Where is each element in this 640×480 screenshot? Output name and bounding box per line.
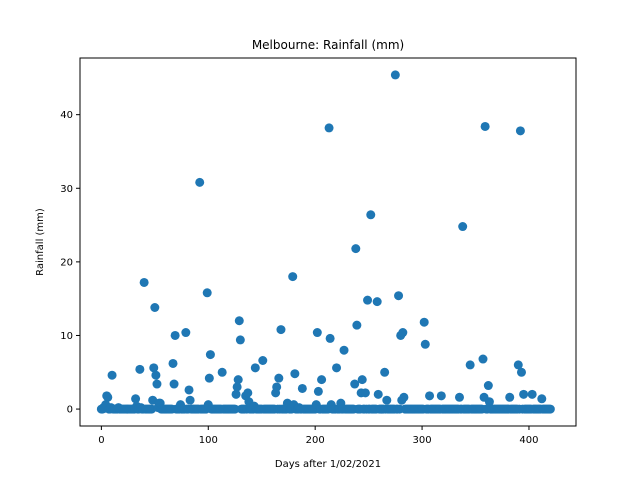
data-point (149, 363, 159, 373)
data-point (272, 382, 282, 392)
chart-title: Melbourne: Rainfall (mm) (252, 38, 404, 52)
data-point (360, 388, 370, 398)
data-point (317, 375, 327, 385)
y-tick-label: 40 (60, 110, 73, 121)
data-point (231, 389, 241, 399)
data-point (103, 392, 113, 402)
data-point (480, 121, 490, 131)
data-point (351, 244, 361, 254)
data-point (527, 389, 537, 399)
x-axis-ticks: 0 100 200 300 400 (98, 426, 539, 446)
data-point (465, 360, 475, 370)
data-point (515, 126, 525, 136)
data-point (150, 303, 160, 312)
y-tick-label: 20 (60, 257, 73, 268)
data-point (185, 395, 195, 405)
data-point (478, 354, 488, 364)
data-point (357, 375, 367, 385)
data-point (399, 392, 409, 402)
data-point (519, 389, 529, 399)
data-point (516, 367, 526, 377)
data-point (232, 382, 242, 392)
data-point (545, 404, 555, 414)
data-point (235, 335, 245, 345)
data-point (363, 295, 373, 305)
data-point (436, 391, 446, 401)
data-point (297, 383, 307, 393)
data-point (366, 210, 376, 220)
x-tick-label: 400 (519, 435, 538, 446)
plot-frame (79, 57, 577, 427)
data-point (380, 367, 390, 377)
data-point (398, 328, 408, 338)
data-point (390, 70, 400, 80)
data-point (420, 339, 430, 349)
data-point (324, 123, 334, 133)
data-point (151, 370, 161, 380)
data-point (152, 379, 162, 389)
data-point (202, 288, 212, 298)
data-point (230, 404, 240, 414)
data-point (234, 316, 244, 326)
data-point (170, 330, 180, 340)
data-points (96, 70, 555, 414)
data-point (274, 373, 284, 383)
data-point (454, 392, 464, 402)
data-point (382, 395, 392, 405)
data-point (258, 356, 268, 365)
data-point (204, 373, 214, 383)
x-tick-label: 0 (98, 435, 104, 446)
data-point (483, 381, 493, 391)
x-tick-label: 200 (306, 435, 325, 446)
data-point (139, 277, 149, 287)
data-point (339, 345, 349, 355)
data-point (312, 328, 322, 338)
data-point (332, 363, 342, 373)
data-point (131, 394, 141, 404)
y-tick-label: 0 (67, 405, 73, 416)
x-tick-label: 300 (413, 435, 432, 446)
data-point (484, 397, 494, 407)
x-tick-label: 100 (199, 435, 218, 446)
data-point (513, 360, 523, 370)
data-point (419, 317, 429, 327)
y-tick-label: 10 (60, 331, 73, 342)
data-point (217, 367, 227, 377)
data-point (325, 333, 335, 343)
data-point (243, 388, 253, 398)
y-tick-label: 30 (60, 184, 73, 195)
data-point (372, 297, 382, 307)
data-point (313, 386, 323, 396)
data-point (250, 363, 260, 373)
data-point (373, 389, 383, 399)
data-point (290, 369, 300, 379)
y-axis-label: Rainfall (mm) (35, 208, 46, 276)
data-point (276, 325, 286, 335)
data-point (107, 370, 117, 380)
data-point (352, 320, 362, 330)
data-point (233, 375, 243, 385)
data-point (195, 177, 205, 187)
data-point (135, 364, 145, 374)
data-point (537, 394, 547, 404)
data-point (184, 385, 194, 395)
data-point (350, 379, 360, 389)
data-point (505, 392, 515, 402)
data-point (458, 222, 468, 232)
data-point (168, 358, 178, 368)
data-point (425, 391, 435, 401)
data-point (169, 379, 179, 389)
data-point (205, 350, 215, 360)
data-point (288, 272, 298, 282)
x-axis-label: Days after 1/02/2021 (275, 459, 381, 470)
data-point (181, 328, 191, 338)
y-axis-ticks: 0 10 20 30 40 (60, 110, 80, 416)
data-point (394, 291, 404, 301)
